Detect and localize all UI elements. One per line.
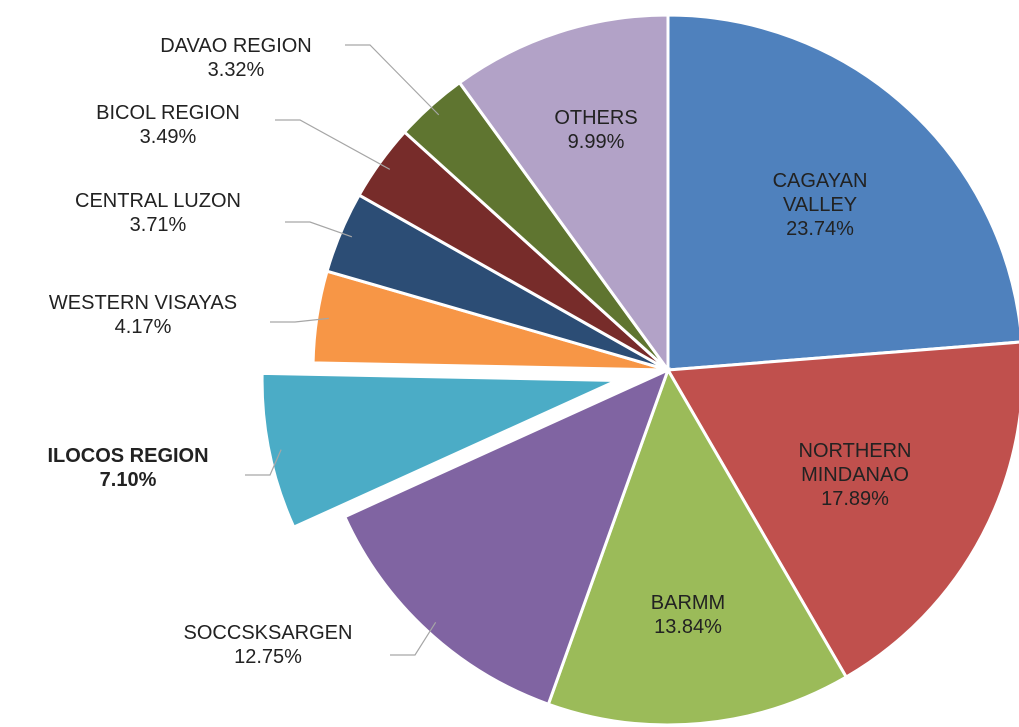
- category-label: BARMM: [650, 592, 726, 614]
- value-label: 13.84%: [654, 616, 722, 638]
- pie-slice: [260, 371, 618, 530]
- value-label: 7.10%: [99, 469, 157, 491]
- data-label: CAGAYAN VALLEY 23.74%: [745, 169, 895, 241]
- value-label: 12.75%: [234, 646, 302, 668]
- category-label: OTHERS: [554, 107, 638, 129]
- category-label: BICOL REGION: [96, 102, 240, 124]
- pie-slice: [342, 367, 671, 707]
- value-label: 3.49%: [139, 126, 197, 148]
- data-label: BICOL REGION 3.49%: [96, 101, 240, 149]
- category-label: CENTRAL LUZON: [75, 190, 241, 212]
- value-label: 23.74%: [786, 218, 854, 240]
- data-label: BARMM 13.84%: [651, 591, 725, 639]
- data-label: SOCCSKSARGEN 12.75%: [184, 621, 353, 669]
- leader-line: [285, 221, 353, 238]
- pie-slice: [666, 13, 1019, 372]
- data-label: ILOCOS REGION 7.10%: [47, 444, 208, 492]
- value-label: 9.99%: [567, 131, 625, 153]
- data-label: DAVAO REGION 3.32%: [160, 34, 312, 82]
- value-label: 3.32%: [207, 59, 265, 81]
- leader-line: [345, 44, 440, 116]
- data-label: CENTRAL LUZON 3.71%: [75, 189, 241, 237]
- leader-line: [245, 449, 282, 476]
- data-label: WESTERN VISAYAS 4.17%: [49, 291, 237, 339]
- value-label: 4.17%: [114, 316, 172, 338]
- value-label: 3.71%: [129, 214, 187, 236]
- category-label: ILOCOS REGION: [47, 445, 209, 467]
- category-label: CAGAYAN VALLEY: [772, 170, 868, 216]
- value-label: 17.89%: [821, 488, 889, 510]
- leader-line: [270, 317, 329, 323]
- pie-slice: [546, 366, 849, 727]
- pie-slice: [665, 340, 1019, 680]
- category-label: SOCCSKSARGEN: [183, 622, 353, 644]
- leader-line: [275, 119, 391, 170]
- data-label: NORTHERN MINDANAO 17.89%: [780, 439, 930, 511]
- category-label: WESTERN VISAYAS: [48, 292, 238, 314]
- category-label: DAVAO REGION: [160, 35, 312, 57]
- leader-line: [390, 621, 437, 656]
- pie-slice: [457, 13, 670, 375]
- category-label: NORTHERN MINDANAO: [798, 440, 912, 486]
- data-label: OTHERS 9.99%: [554, 106, 637, 154]
